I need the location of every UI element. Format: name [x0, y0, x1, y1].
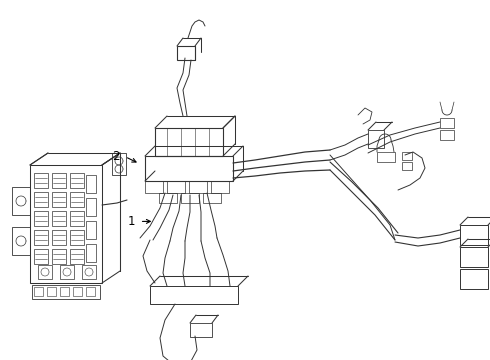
- Bar: [86, 287, 95, 296]
- Bar: [402, 162, 412, 170]
- Bar: [368, 130, 384, 148]
- Bar: [12, 187, 30, 215]
- Bar: [60, 287, 69, 296]
- Bar: [12, 227, 30, 255]
- Bar: [86, 175, 96, 193]
- Bar: [402, 152, 412, 160]
- Bar: [52, 192, 66, 207]
- Text: 1: 1: [127, 215, 135, 228]
- Bar: [112, 153, 126, 175]
- Bar: [189, 181, 207, 193]
- Bar: [70, 192, 84, 207]
- Bar: [52, 173, 66, 188]
- Bar: [86, 198, 96, 216]
- Bar: [145, 181, 163, 193]
- Bar: [377, 152, 395, 162]
- Bar: [70, 249, 84, 264]
- Bar: [60, 265, 74, 279]
- Bar: [73, 287, 82, 296]
- Bar: [47, 287, 56, 296]
- Bar: [38, 265, 52, 279]
- Bar: [52, 249, 66, 264]
- Bar: [177, 46, 195, 60]
- Bar: [460, 247, 488, 267]
- Bar: [34, 192, 48, 207]
- Bar: [145, 156, 233, 181]
- Text: 2: 2: [113, 150, 120, 163]
- Bar: [211, 181, 229, 193]
- Bar: [159, 193, 177, 203]
- Bar: [155, 128, 223, 156]
- Bar: [52, 211, 66, 226]
- Bar: [70, 230, 84, 245]
- Bar: [167, 181, 185, 193]
- Bar: [150, 286, 238, 304]
- Bar: [82, 265, 96, 279]
- Bar: [86, 221, 96, 239]
- Bar: [32, 285, 100, 299]
- Bar: [52, 230, 66, 245]
- Bar: [440, 130, 454, 140]
- Bar: [460, 269, 488, 289]
- Bar: [460, 225, 488, 245]
- Bar: [34, 249, 48, 264]
- Bar: [34, 211, 48, 226]
- Bar: [203, 193, 221, 203]
- Bar: [190, 323, 212, 337]
- Bar: [86, 244, 96, 262]
- Bar: [440, 118, 454, 128]
- Bar: [70, 211, 84, 226]
- Bar: [70, 173, 84, 188]
- Bar: [30, 165, 102, 283]
- Bar: [34, 173, 48, 188]
- Bar: [181, 193, 199, 203]
- Bar: [34, 230, 48, 245]
- Bar: [34, 287, 43, 296]
